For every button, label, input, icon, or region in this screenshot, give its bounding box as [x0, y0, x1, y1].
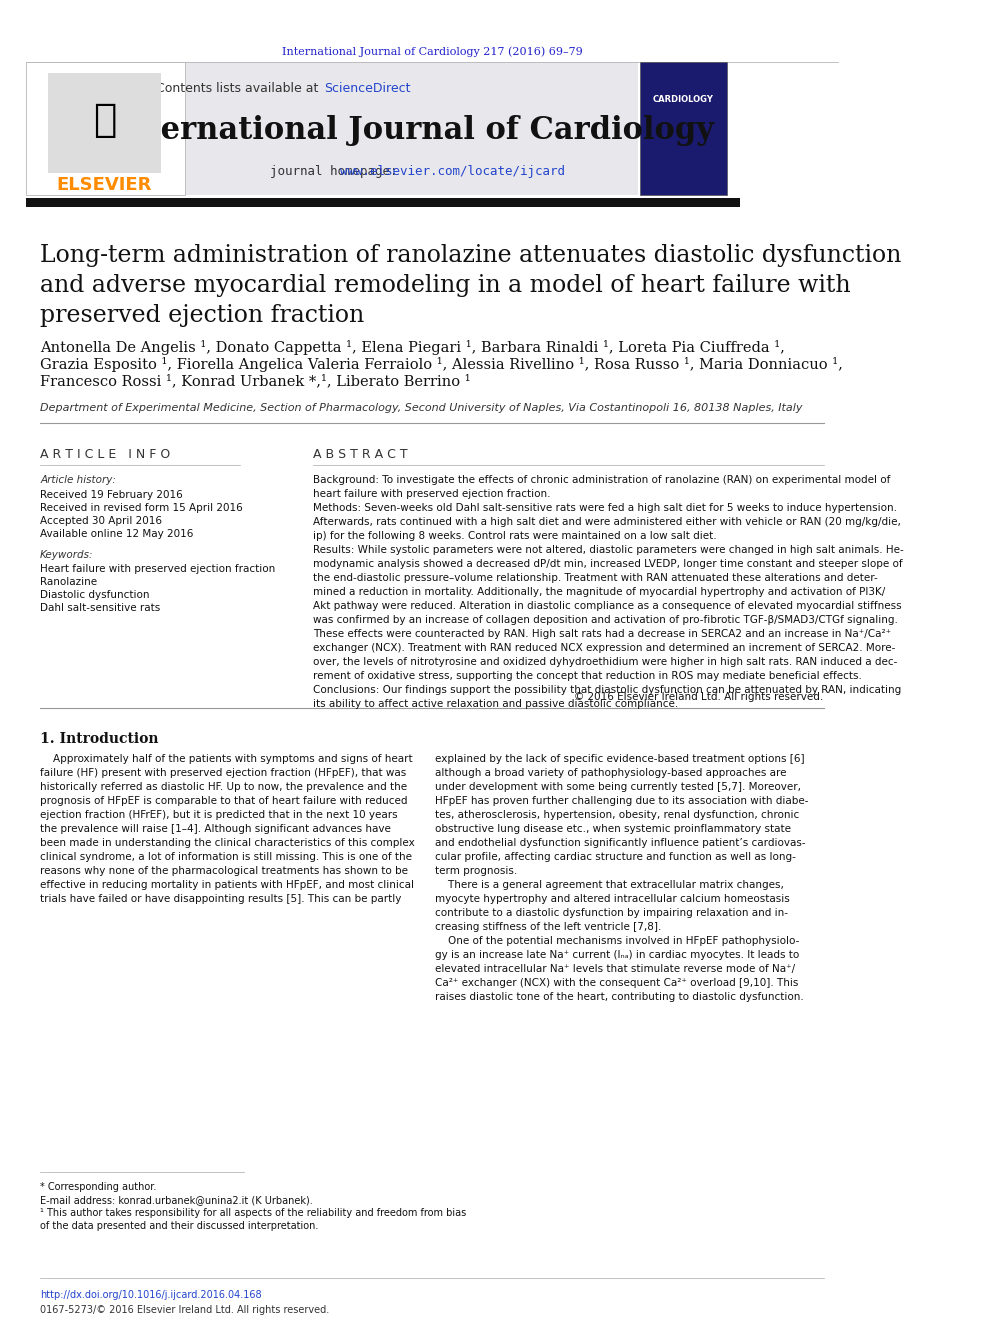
Text: Contents lists available at: Contents lists available at: [156, 82, 322, 94]
Text: Francesco Rossi ¹, Konrad Urbanek *,¹, Liberato Berrino ¹: Francesco Rossi ¹, Konrad Urbanek *,¹, L…: [40, 374, 470, 388]
Bar: [26, 62, 186, 194]
Text: Antonella De Angelis ¹, Donato Cappetta ¹, Elena Piegari ¹, Barbara Rinaldi ¹, L: Antonella De Angelis ¹, Donato Cappetta …: [40, 340, 785, 355]
Text: ¹ This author takes responsibility for all aspects of the reliability and freedo: ¹ This author takes responsibility for a…: [40, 1208, 466, 1232]
Text: CARDIOLOGY: CARDIOLOGY: [653, 95, 714, 105]
Text: Accepted 30 April 2016: Accepted 30 April 2016: [40, 516, 162, 527]
Text: ScienceDirect: ScienceDirect: [324, 82, 411, 94]
Text: Background: To investigate the effects of chronic administration of ranolazine (: Background: To investigate the effects o…: [313, 475, 905, 709]
Text: Ranolazine: Ranolazine: [40, 577, 97, 587]
Text: ELSEVIER: ELSEVIER: [57, 176, 152, 194]
Text: Approximately half of the patients with symptoms and signs of heart
failure (HF): Approximately half of the patients with …: [40, 754, 415, 904]
Text: explained by the lack of specific evidence-based treatment options [6]
although : explained by the lack of specific eviden…: [435, 754, 808, 1002]
Bar: [640, 62, 727, 194]
Text: International Journal of Cardiology: International Journal of Cardiology: [110, 115, 714, 146]
Bar: [26, 198, 740, 206]
Text: A R T I C L E   I N F O: A R T I C L E I N F O: [40, 448, 171, 460]
Text: Received in revised form 15 April 2016: Received in revised form 15 April 2016: [40, 503, 243, 513]
Text: Available online 12 May 2016: Available online 12 May 2016: [40, 529, 193, 538]
Bar: [186, 62, 638, 194]
Text: 🌳: 🌳: [93, 101, 116, 139]
Text: * Corresponding author.: * Corresponding author.: [40, 1181, 157, 1192]
Text: Department of Experimental Medicine, Section of Pharmacology, Second University : Department of Experimental Medicine, Sec…: [40, 404, 803, 413]
Text: A B S T R A C T: A B S T R A C T: [313, 448, 408, 460]
Text: www.elsevier.com/locate/ijcard: www.elsevier.com/locate/ijcard: [339, 165, 564, 179]
Text: Long-term administration of ranolazine attenuates diastolic dysfunction
and adve: Long-term administration of ranolazine a…: [40, 243, 902, 327]
Text: Received 19 February 2016: Received 19 February 2016: [40, 490, 183, 500]
Text: Dahl salt-sensitive rats: Dahl salt-sensitive rats: [40, 603, 161, 613]
Bar: [48, 73, 161, 173]
Text: http://dx.doi.org/10.1016/j.ijcard.2016.04.168: http://dx.doi.org/10.1016/j.ijcard.2016.…: [40, 1290, 262, 1301]
Text: 1. Introduction: 1. Introduction: [40, 732, 159, 746]
Text: Article history:: Article history:: [40, 475, 116, 486]
Text: © 2016 Elsevier Ireland Ltd. All rights reserved.: © 2016 Elsevier Ireland Ltd. All rights …: [574, 692, 823, 703]
Text: Keywords:: Keywords:: [40, 550, 93, 560]
Text: E-mail address: konrad.urbanek@unina2.it (K Urbanek).: E-mail address: konrad.urbanek@unina2.it…: [40, 1195, 312, 1205]
Text: journal homepage:: journal homepage:: [270, 165, 405, 179]
Text: International Journal of Cardiology 217 (2016) 69–79: International Journal of Cardiology 217 …: [282, 46, 582, 57]
Text: 0167-5273/© 2016 Elsevier Ireland Ltd. All rights reserved.: 0167-5273/© 2016 Elsevier Ireland Ltd. A…: [40, 1304, 329, 1315]
Text: Grazia Esposito ¹, Fiorella Angelica Valeria Ferraiolo ¹, Alessia Rivellino ¹, R: Grazia Esposito ¹, Fiorella Angelica Val…: [40, 357, 843, 372]
Text: Diastolic dysfunction: Diastolic dysfunction: [40, 590, 150, 601]
Text: Heart failure with preserved ejection fraction: Heart failure with preserved ejection fr…: [40, 564, 276, 574]
